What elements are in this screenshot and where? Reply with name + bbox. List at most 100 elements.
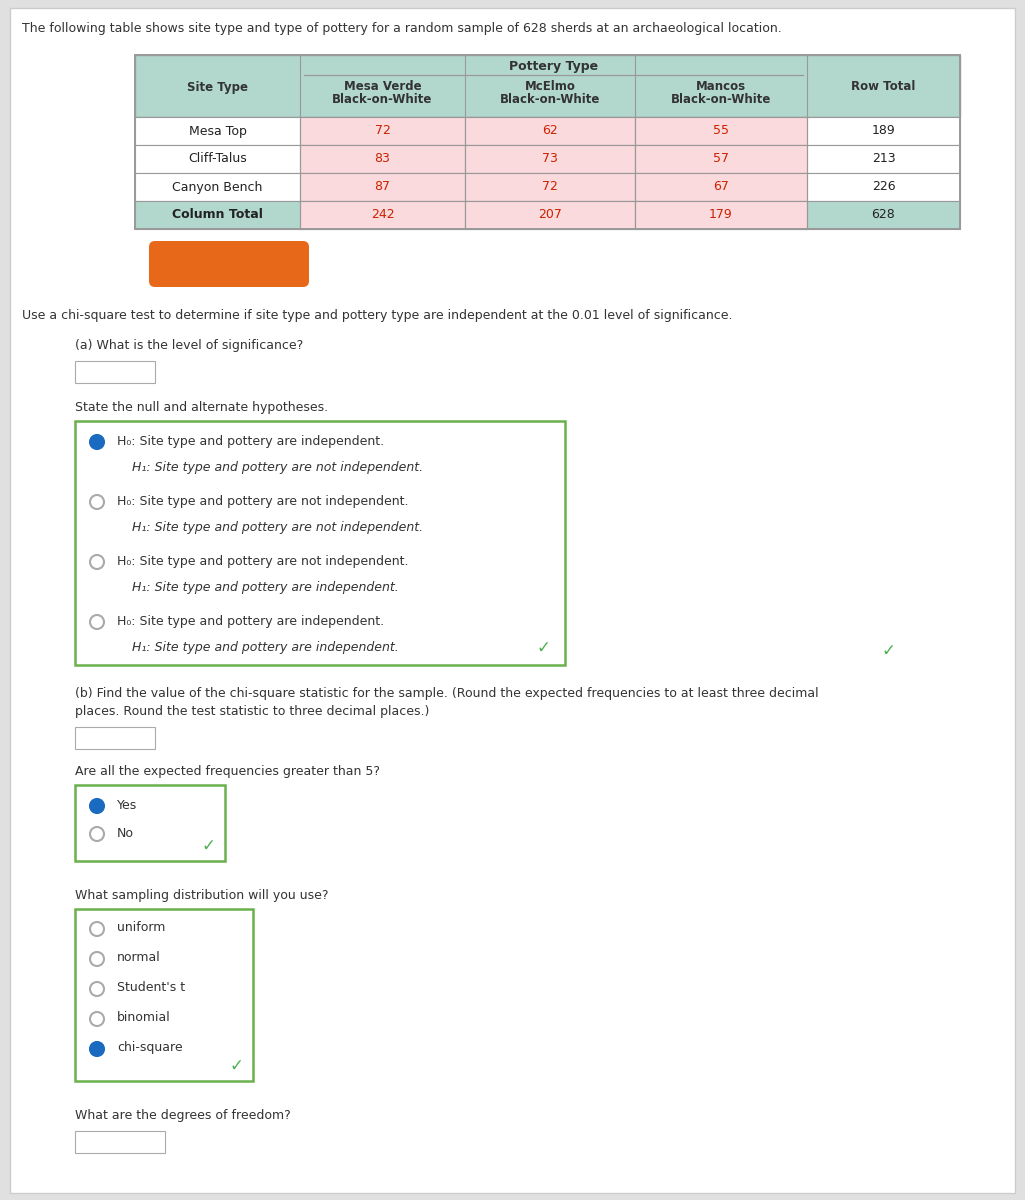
- Text: State the null and alternate hypotheses.: State the null and alternate hypotheses.: [75, 401, 328, 414]
- Text: places. Round the test statistic to three decimal places.): places. Round the test statistic to thre…: [75, 704, 429, 718]
- Circle shape: [90, 799, 104, 814]
- Text: binomial: binomial: [117, 1010, 171, 1024]
- Text: H₀: Site type and pottery are independent.: H₀: Site type and pottery are independen…: [117, 434, 384, 448]
- Bar: [636, 145, 807, 173]
- Bar: [75, 421, 565, 665]
- Text: 83: 83: [374, 152, 391, 166]
- Text: Are all the expected frequencies greater than 5?: Are all the expected frequencies greater…: [75, 766, 380, 778]
- Text: Black-on-White: Black-on-White: [500, 92, 601, 106]
- Circle shape: [92, 498, 101, 506]
- Bar: [465, 200, 636, 229]
- Text: 628: 628: [871, 209, 896, 222]
- Circle shape: [90, 1012, 104, 1026]
- Circle shape: [92, 954, 101, 964]
- Bar: [75, 1130, 165, 1153]
- Text: Mancos: Mancos: [696, 80, 746, 92]
- Text: ✓: ✓: [201, 838, 215, 854]
- Text: 189: 189: [871, 125, 896, 138]
- Text: Use a chi-square test to determine if site type and pottery type are independent: Use a chi-square test to determine if si…: [22, 308, 733, 322]
- Circle shape: [92, 558, 101, 566]
- Circle shape: [90, 952, 104, 966]
- Text: No: No: [117, 827, 134, 840]
- Circle shape: [90, 494, 104, 509]
- Bar: [135, 55, 960, 116]
- Text: H₀: Site type and pottery are independent.: H₀: Site type and pottery are independen…: [117, 614, 384, 628]
- Text: uniform: uniform: [117, 922, 165, 934]
- Text: Mesa Verde: Mesa Verde: [343, 80, 421, 92]
- Bar: [465, 173, 636, 200]
- Text: Mesa Top: Mesa Top: [189, 125, 246, 138]
- Text: (b) Find the value of the chi-square statistic for the sample. (Round the expect: (b) Find the value of the chi-square sta…: [75, 686, 819, 700]
- Text: Cliff-Talus: Cliff-Talus: [189, 152, 247, 166]
- Text: ✓: ✓: [230, 1057, 243, 1075]
- Text: Column Total: Column Total: [172, 209, 263, 222]
- Bar: [636, 200, 807, 229]
- Text: Site Type: Site Type: [187, 80, 248, 94]
- Text: 67: 67: [713, 180, 729, 193]
- Text: 62: 62: [542, 125, 558, 138]
- Text: Student's t: Student's t: [117, 982, 186, 994]
- Text: H₁: Site type and pottery are independent.: H₁: Site type and pottery are independen…: [132, 581, 399, 594]
- Text: H₀: Site type and pottery are not independent.: H₀: Site type and pottery are not indepe…: [117, 554, 409, 568]
- Bar: [636, 173, 807, 200]
- Bar: [300, 116, 465, 145]
- Text: 226: 226: [871, 180, 895, 193]
- Text: 72: 72: [542, 180, 558, 193]
- Circle shape: [92, 1014, 101, 1024]
- Circle shape: [90, 434, 104, 449]
- Bar: [135, 116, 960, 145]
- Text: 55: 55: [713, 125, 729, 138]
- Text: Black-on-White: Black-on-White: [670, 92, 771, 106]
- Text: 73: 73: [542, 152, 558, 166]
- Text: 87: 87: [374, 180, 391, 193]
- Bar: [75, 910, 253, 1081]
- Text: ↥  USE SALT: ↥ USE SALT: [182, 257, 276, 271]
- Bar: [75, 785, 226, 862]
- Circle shape: [92, 984, 101, 994]
- Text: H₁: Site type and pottery are independent.: H₁: Site type and pottery are independen…: [132, 641, 399, 654]
- Text: 179: 179: [709, 209, 733, 222]
- Text: The following table shows site type and type of pottery for a random sample of 6: The following table shows site type and …: [22, 22, 782, 35]
- Text: Canyon Bench: Canyon Bench: [172, 180, 262, 193]
- Text: 213: 213: [871, 152, 895, 166]
- Circle shape: [90, 922, 104, 936]
- Bar: [300, 200, 465, 229]
- Circle shape: [90, 554, 104, 569]
- Text: McElmo: McElmo: [525, 80, 575, 92]
- Text: (a) What is the level of significance?: (a) What is the level of significance?: [75, 338, 303, 352]
- Bar: [135, 145, 960, 173]
- Text: H₁: Site type and pottery are not independent.: H₁: Site type and pottery are not indepe…: [132, 521, 423, 534]
- Bar: [300, 145, 465, 173]
- Text: Yes: Yes: [117, 799, 137, 812]
- Text: 242: 242: [371, 209, 395, 222]
- Text: H₁: Site type and pottery are not independent.: H₁: Site type and pottery are not indepe…: [132, 461, 423, 474]
- Bar: [135, 173, 960, 200]
- Bar: [300, 173, 465, 200]
- Text: Black-on-White: Black-on-White: [332, 92, 433, 106]
- Text: normal: normal: [117, 950, 161, 964]
- Circle shape: [92, 924, 101, 934]
- Text: ✓: ✓: [882, 642, 895, 660]
- Bar: [135, 200, 960, 229]
- Text: Row Total: Row Total: [852, 80, 915, 94]
- FancyBboxPatch shape: [149, 241, 309, 287]
- Text: Pottery Type: Pottery Type: [509, 60, 598, 73]
- Circle shape: [92, 618, 101, 626]
- Circle shape: [92, 829, 101, 839]
- Circle shape: [90, 614, 104, 629]
- Text: ✓: ✓: [536, 638, 550, 658]
- Text: 72: 72: [374, 125, 391, 138]
- Text: What are the degrees of freedom?: What are the degrees of freedom?: [75, 1109, 291, 1122]
- Text: H₀: Site type and pottery are not independent.: H₀: Site type and pottery are not indepe…: [117, 494, 409, 508]
- Bar: [75, 727, 155, 749]
- Text: 57: 57: [713, 152, 729, 166]
- Circle shape: [90, 827, 104, 841]
- Bar: [636, 116, 807, 145]
- Bar: [135, 55, 960, 229]
- Bar: [75, 361, 155, 383]
- Bar: [465, 116, 636, 145]
- Text: What sampling distribution will you use?: What sampling distribution will you use?: [75, 889, 328, 902]
- Circle shape: [90, 1042, 104, 1056]
- Bar: [465, 145, 636, 173]
- Text: 207: 207: [538, 209, 562, 222]
